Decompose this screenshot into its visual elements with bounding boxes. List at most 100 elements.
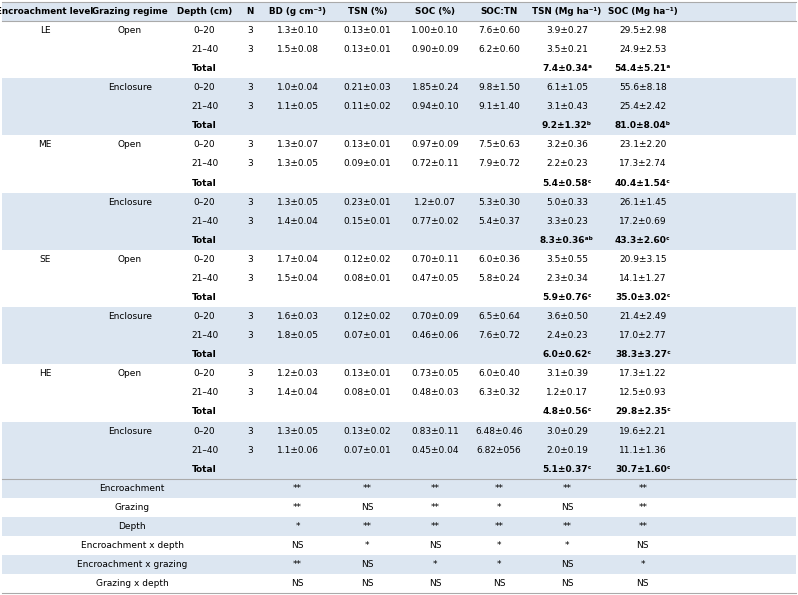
Text: **: ** <box>293 484 302 493</box>
Text: 3: 3 <box>247 140 253 149</box>
Text: Enclosure: Enclosure <box>108 83 152 92</box>
Text: 1.3±0.05: 1.3±0.05 <box>277 427 318 436</box>
Text: *: * <box>433 560 437 569</box>
Text: 0.70±0.09: 0.70±0.09 <box>412 312 459 321</box>
Bar <box>2 59 796 78</box>
Text: NS: NS <box>561 503 573 512</box>
Text: 38.3±3.27ᶜ: 38.3±3.27ᶜ <box>615 350 670 359</box>
Text: 3: 3 <box>247 198 253 206</box>
Text: 1.5±0.04: 1.5±0.04 <box>277 274 318 283</box>
Text: 3.6±0.50: 3.6±0.50 <box>546 312 588 321</box>
Text: 1.8±0.05: 1.8±0.05 <box>277 331 318 340</box>
Text: 3: 3 <box>247 331 253 340</box>
Text: *: * <box>565 541 569 550</box>
Text: SOC:TN: SOC:TN <box>480 7 518 16</box>
Text: **: ** <box>638 522 647 531</box>
Bar <box>2 498 796 517</box>
Text: 0.13±0.01: 0.13±0.01 <box>344 369 391 378</box>
Text: NS: NS <box>637 579 649 588</box>
Text: Open: Open <box>117 255 142 264</box>
Bar <box>2 421 796 440</box>
Text: 17.3±2.74: 17.3±2.74 <box>619 159 666 168</box>
Text: 0.08±0.01: 0.08±0.01 <box>344 274 391 283</box>
Bar <box>2 440 796 460</box>
Text: 0.13±0.01: 0.13±0.01 <box>344 140 391 149</box>
Text: NS: NS <box>291 541 304 550</box>
Text: 0.90±0.09: 0.90±0.09 <box>412 45 459 54</box>
Text: 2.3±0.34: 2.3±0.34 <box>546 274 588 283</box>
Text: 3.1±0.43: 3.1±0.43 <box>546 102 588 111</box>
Text: 1.2±0.03: 1.2±0.03 <box>277 369 318 378</box>
Text: 0.21±0.03: 0.21±0.03 <box>344 83 391 92</box>
Bar <box>2 155 796 174</box>
Text: 5.9±0.76ᶜ: 5.9±0.76ᶜ <box>542 293 592 302</box>
Text: Total: Total <box>192 236 217 245</box>
Text: 0.08±0.01: 0.08±0.01 <box>344 389 391 397</box>
Text: 5.8±0.24: 5.8±0.24 <box>478 274 520 283</box>
Text: 0.15±0.01: 0.15±0.01 <box>344 217 391 226</box>
Text: SOC (Mg ha⁻¹): SOC (Mg ha⁻¹) <box>608 7 678 16</box>
Text: 0.46±0.06: 0.46±0.06 <box>412 331 459 340</box>
Text: 35.0±3.02ᶜ: 35.0±3.02ᶜ <box>615 293 670 302</box>
Text: 3: 3 <box>247 274 253 283</box>
Text: 1.3±0.07: 1.3±0.07 <box>277 140 318 149</box>
Text: **: ** <box>363 484 372 493</box>
Text: 7.5±0.63: 7.5±0.63 <box>478 140 520 149</box>
Text: 29.8±2.35ᶜ: 29.8±2.35ᶜ <box>615 408 670 416</box>
Bar <box>2 517 796 536</box>
Text: 6.3±0.32: 6.3±0.32 <box>478 389 520 397</box>
Bar <box>2 574 796 593</box>
Text: 3.0±0.29: 3.0±0.29 <box>546 427 588 436</box>
Text: 1.4±0.04: 1.4±0.04 <box>277 217 318 226</box>
Text: 3: 3 <box>247 83 253 92</box>
Text: 3: 3 <box>247 45 253 54</box>
Text: 1.3±0.10: 1.3±0.10 <box>277 26 318 35</box>
Text: 1.2±0.17: 1.2±0.17 <box>546 389 588 397</box>
Text: 1.3±0.05: 1.3±0.05 <box>277 159 318 168</box>
Text: 21–40: 21–40 <box>191 102 219 111</box>
Text: 0.13±0.01: 0.13±0.01 <box>344 26 391 35</box>
Text: Total: Total <box>192 465 217 474</box>
Text: NS: NS <box>429 579 441 588</box>
Text: 1.1±0.05: 1.1±0.05 <box>277 102 318 111</box>
Text: 6.48±0.46: 6.48±0.46 <box>476 427 523 436</box>
Bar <box>2 460 796 479</box>
Text: 0.73±0.05: 0.73±0.05 <box>412 369 459 378</box>
Text: 0.23±0.01: 0.23±0.01 <box>344 198 391 206</box>
Text: 20.9±3.15: 20.9±3.15 <box>619 255 666 264</box>
Text: 21.4±2.49: 21.4±2.49 <box>619 312 666 321</box>
Text: Open: Open <box>117 369 142 378</box>
Text: 1.6±0.03: 1.6±0.03 <box>277 312 318 321</box>
Bar <box>2 536 796 555</box>
Text: 54.4±5.21ᵃ: 54.4±5.21ᵃ <box>614 64 671 73</box>
Text: *: * <box>497 541 501 550</box>
Text: 40.4±1.54ᶜ: 40.4±1.54ᶜ <box>614 178 671 187</box>
Text: 9.2±1.32ᵇ: 9.2±1.32ᵇ <box>542 121 592 130</box>
Text: 0–20: 0–20 <box>194 369 215 378</box>
Text: 0.12±0.02: 0.12±0.02 <box>344 255 391 264</box>
Text: **: ** <box>563 484 571 493</box>
Text: 14.1±1.27: 14.1±1.27 <box>619 274 666 283</box>
Text: 21–40: 21–40 <box>191 331 219 340</box>
Text: **: ** <box>495 484 504 493</box>
Text: 3.5±0.21: 3.5±0.21 <box>546 45 588 54</box>
Text: 0.09±0.01: 0.09±0.01 <box>344 159 391 168</box>
Text: 1.2±0.07: 1.2±0.07 <box>414 198 456 206</box>
Bar <box>2 97 796 116</box>
Text: 3: 3 <box>247 102 253 111</box>
Text: 17.3±1.22: 17.3±1.22 <box>619 369 666 378</box>
Text: 0.48±0.03: 0.48±0.03 <box>412 389 459 397</box>
Text: 26.1±1.45: 26.1±1.45 <box>619 198 666 206</box>
Text: Grazing: Grazing <box>114 503 150 512</box>
Text: Total: Total <box>192 178 217 187</box>
Text: 0.13±0.01: 0.13±0.01 <box>344 45 391 54</box>
Text: 0.83±0.11: 0.83±0.11 <box>412 427 459 436</box>
Text: 3.9±0.27: 3.9±0.27 <box>546 26 588 35</box>
Text: Open: Open <box>117 140 142 149</box>
Text: 1.1±0.06: 1.1±0.06 <box>277 446 318 455</box>
Bar <box>2 135 796 155</box>
Text: 3: 3 <box>247 369 253 378</box>
Text: Encroachment level: Encroachment level <box>0 7 94 16</box>
Text: Enclosure: Enclosure <box>108 312 152 321</box>
Text: 17.2±0.69: 17.2±0.69 <box>619 217 666 226</box>
